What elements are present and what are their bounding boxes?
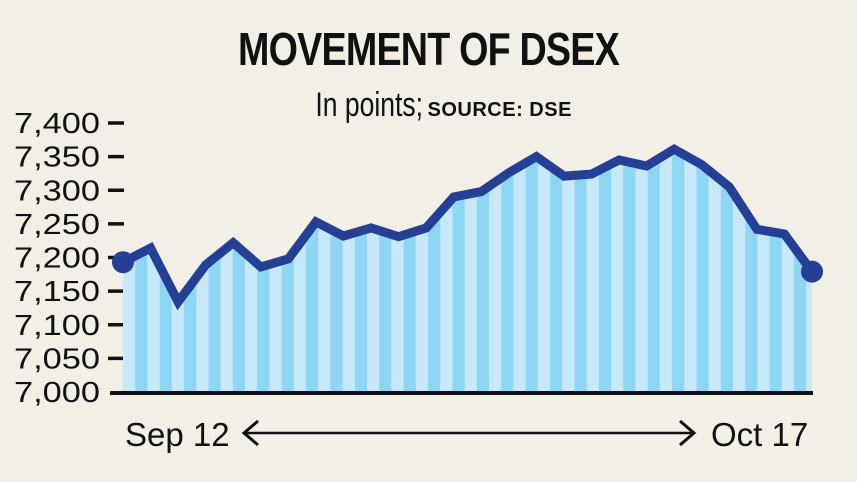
y-axis: 7,4007,3507,3007,2507,2007,1507,1007,050… <box>14 108 124 409</box>
x-end-label: Oct 17 <box>711 416 808 453</box>
start-marker <box>112 251 134 274</box>
end-marker <box>801 260 823 283</box>
chart-title: MOVEMENT OF DSEX <box>238 23 620 75</box>
y-tick-label: 7,300 <box>14 175 100 207</box>
y-tick-label: 7,150 <box>14 276 100 308</box>
units-label: In points; <box>315 86 424 124</box>
x-start-label: Sep 12 <box>125 416 230 453</box>
area-fill <box>123 149 812 392</box>
chart-subtitle: In points; SOURCE: DSE <box>0 86 857 125</box>
arrow-left-icon <box>241 419 259 447</box>
y-tick-label: 7,200 <box>14 243 100 275</box>
y-tick-label: 7,400 <box>14 108 100 140</box>
y-tick-label: 7,250 <box>14 209 100 241</box>
data-line <box>120 143 816 311</box>
y-tick-label: 7,000 <box>14 377 100 409</box>
y-tick-label: 7,100 <box>14 310 100 342</box>
arrow-right-icon <box>679 419 697 447</box>
y-tick-label: 7,350 <box>14 142 100 174</box>
y-tick-label: 7,050 <box>14 343 100 375</box>
date-range-arrow <box>241 419 697 447</box>
source-label: SOURCE: DSE <box>427 99 572 121</box>
